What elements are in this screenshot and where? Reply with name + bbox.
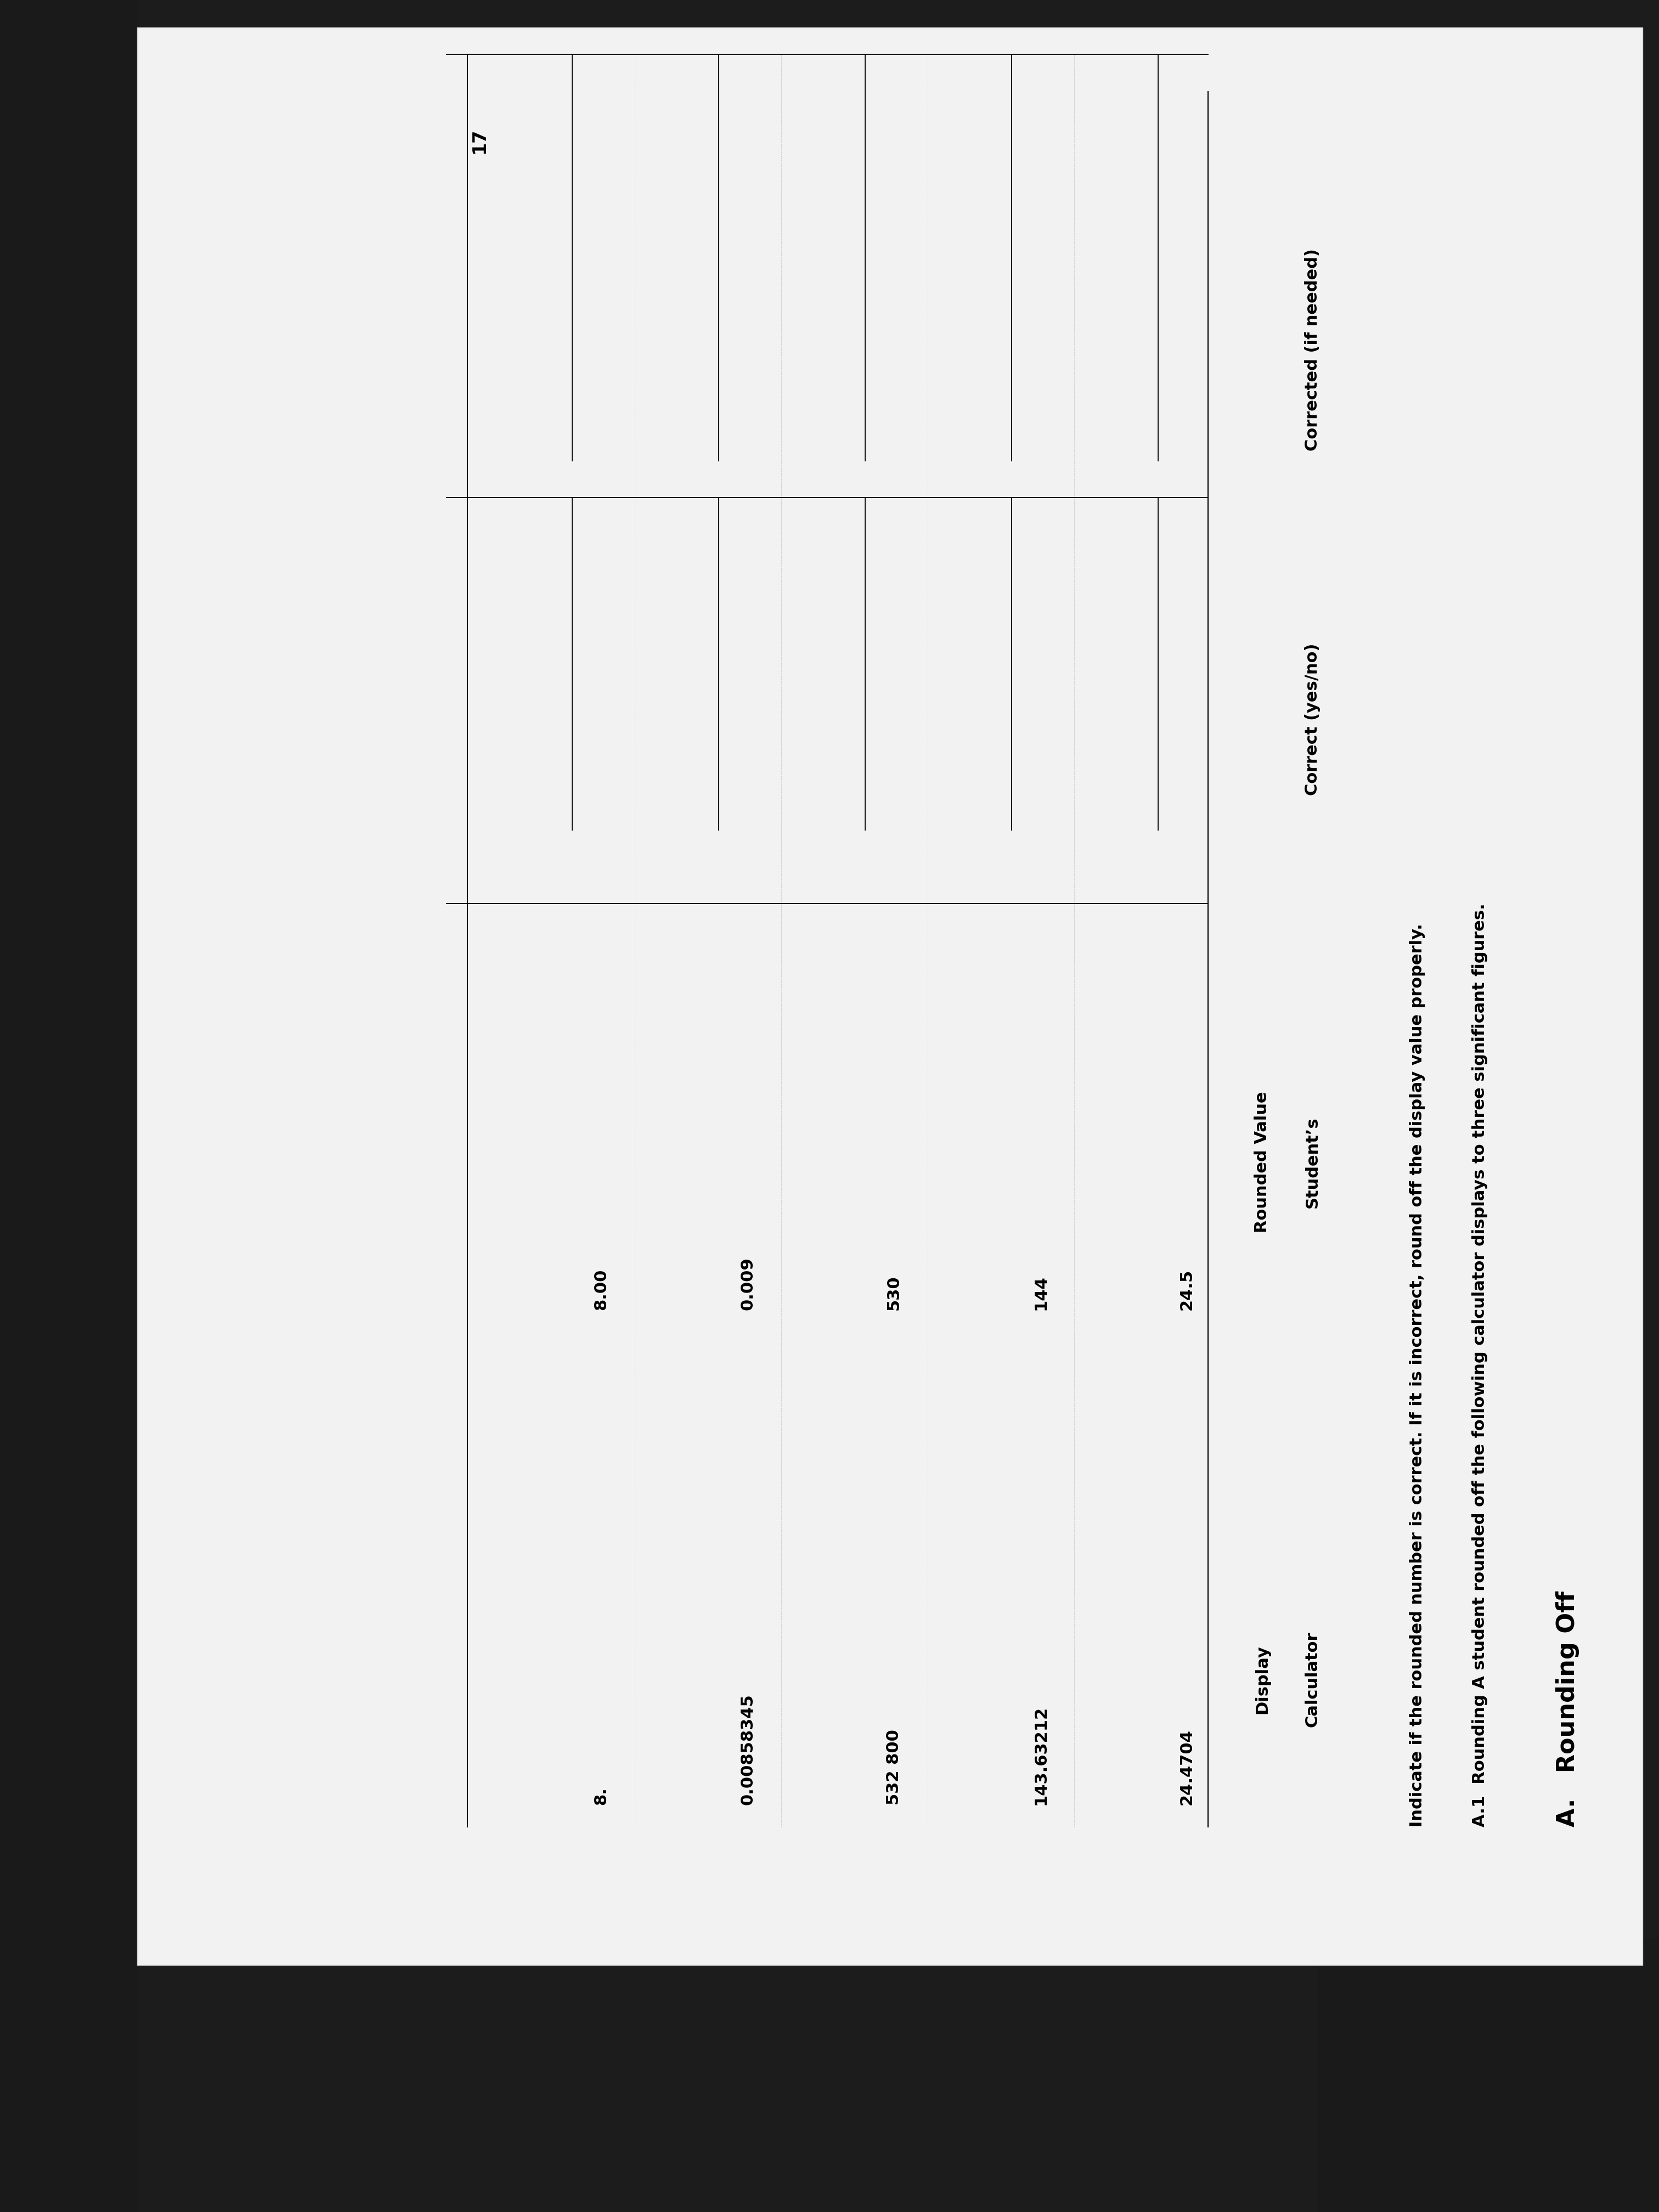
Text: Rounded Value: Rounded Value xyxy=(1254,1091,1271,1232)
Text: 530: 530 xyxy=(886,1274,902,1310)
Text: 17: 17 xyxy=(469,128,488,155)
Text: Display: Display xyxy=(1254,1646,1271,1714)
Text: 24.5: 24.5 xyxy=(1180,1270,1194,1310)
Text: Correct (yes/no): Correct (yes/no) xyxy=(1304,644,1321,796)
Text: Student’s: Student’s xyxy=(1304,1117,1321,1208)
Text: 0.009: 0.009 xyxy=(740,1256,755,1310)
Text: Corrected (if needed): Corrected (if needed) xyxy=(1304,248,1321,451)
Text: 0.00858345: 0.00858345 xyxy=(740,1694,755,1805)
Text: 532 800: 532 800 xyxy=(886,1730,902,1805)
Bar xyxy=(0,0,138,2212)
Bar xyxy=(1317,1938,1659,2212)
Text: 144: 144 xyxy=(1032,1274,1048,1310)
Text: A.1  Rounding A student rounded off the following calculator displays to three s: A.1 Rounding A student rounded off the f… xyxy=(1472,902,1488,1827)
Text: 8.00: 8.00 xyxy=(592,1270,609,1310)
Text: A.   Rounding Off: A. Rounding Off xyxy=(1556,1590,1579,1827)
Text: Calculator: Calculator xyxy=(1304,1630,1321,1728)
Text: 24.4704: 24.4704 xyxy=(1180,1728,1194,1805)
Text: 143.63212: 143.63212 xyxy=(1032,1705,1048,1805)
Text: Indicate if the rounded number is correct. If it is incorrect, round off the dis: Indicate if the rounded number is correc… xyxy=(1408,922,1425,1827)
Text: 8.: 8. xyxy=(592,1787,609,1805)
Bar xyxy=(138,27,1642,1964)
